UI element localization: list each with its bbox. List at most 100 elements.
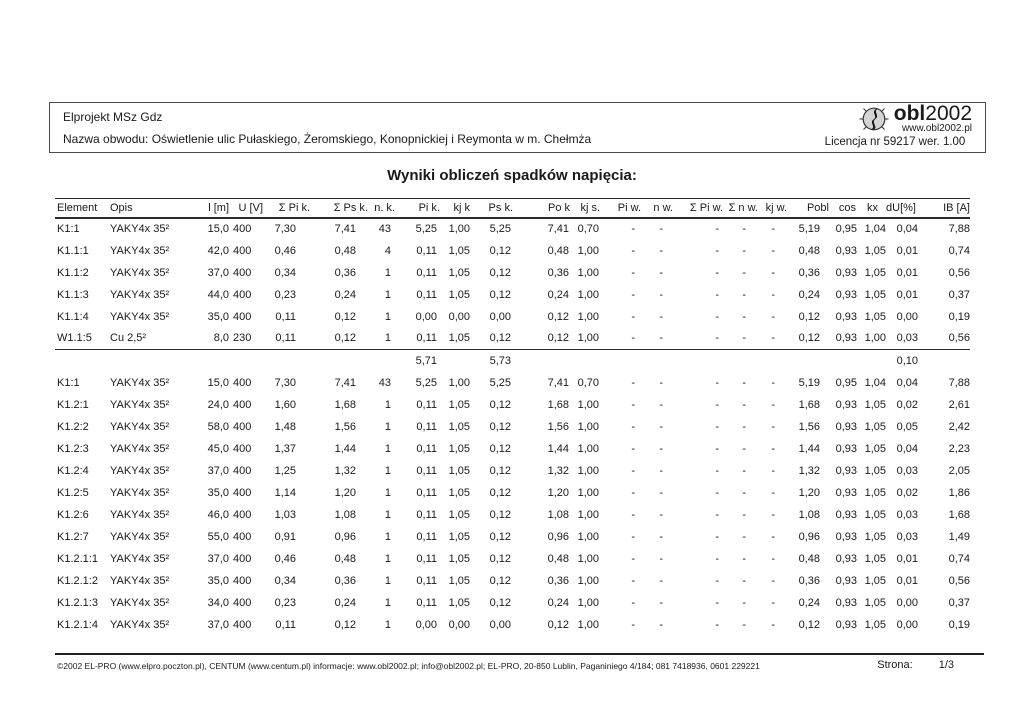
cell-n-k: 1 [384,508,391,521]
cell-pi-w: - [631,442,635,455]
cell-pi-w: - [631,266,635,279]
cell-sum-pi-w: - [715,486,719,499]
cell-opis: Cu 2,5² [110,332,147,345]
cell-sum-pi-w: - [715,288,719,301]
col-header-ps-k: Ps k. [471,198,513,219]
col-header-sum-ps-k: Σ Ps k. [312,198,369,219]
cell-po-k: 7,41 [547,376,569,389]
subtotal-du-percent: 0,10 [886,349,918,372]
cell-pi-w: - [631,376,635,389]
cell-l-m: 44,0 [207,288,229,301]
table-row: K1:1 YAKY4x 35² 15,0 400 7,30 7,41 43 5,25 1,00 5… [55,372,970,394]
cell-kj-w: - [771,244,775,257]
cell-sum-pi-k: 1,60 [274,398,296,411]
cell-pi-w: - [631,486,635,499]
subtotal-ps-k: 5,73 [471,349,513,372]
cell-sum-pi-w: - [715,332,719,345]
cell-po-k: 0,48 [547,552,569,565]
cell-pobl: 1,20 [798,486,820,499]
cell-kj-s: 1,00 [577,508,599,521]
cell-kj-s: 1,00 [577,288,599,301]
report-header-box: Elprojekt MSz Gdz Nazwa obwodu: Oświetle… [49,102,986,153]
cell-pobl: 0,96 [798,530,820,543]
cell-n-k: 1 [384,486,391,499]
cell-sum-ps-k: 0,12 [334,310,356,323]
cell-l-m: 35,0 [207,310,229,323]
obl2002-logo-block: obl2002 www.obl2002.pl Licencja nr 59217… [810,103,980,148]
col-header-sum-n-w: Σ n w. [723,198,758,219]
cell-ib-a: 0,56 [948,574,970,587]
col-header-opis: Opis [107,198,199,219]
cell-du-percent: 0,03 [896,464,918,477]
cell-sum-pi-k: 1,25 [274,464,296,477]
cell-element: K1.2.1:2 [57,574,98,587]
cell-ps-k: 0,12 [489,464,511,477]
cell-pobl: 0,48 [798,552,820,565]
cell-kj-w: - [771,398,775,411]
cell-pi-k: 0,00 [415,618,437,631]
license-text: Licencja nr 59217 wer. 1.00 [824,136,966,148]
cell-n-k: 1 [384,266,391,279]
cell-du-percent: 0,01 [896,244,918,257]
cell-ib-a: 1,68 [948,508,970,521]
cell-sum-ps-k: 0,36 [334,574,356,587]
cell-l-m: 37,0 [207,618,229,631]
table-body: K1:1 YAKY4x 35² 15,0 400 7,30 7,41 43 5,25 1,00 5… [55,218,970,636]
table-row: K1.2.1:2 YAKY4x 35² 35,0 400 0,34 0,36 1 0,11 1,… [55,570,970,592]
cell-sum-pi-k: 0,11 [275,618,296,631]
cell-pi-k: 5,25 [415,376,437,389]
cell-l-m: 15,0 [207,376,229,389]
cell-kx: 1,05 [864,486,886,499]
cell-kj-w: - [771,266,775,279]
cell-sum-pi-k: 0,23 [274,288,296,301]
cell-cos: 0,95 [835,376,857,389]
cell-sum-pi-w: - [715,574,719,587]
cell-du-percent: 0,01 [896,574,918,587]
table-row: K1.1:2 YAKY4x 35² 37,0 400 0,34 0,36 1 0,11 1,05… [55,262,970,284]
cell-l-m: 37,0 [207,464,229,477]
subtotal-empty [571,349,602,372]
cell-kj-s: 1,00 [577,442,599,455]
cell-opis: YAKY4x 35² [110,266,170,279]
cell-ib-a: 2,61 [948,398,970,411]
cell-l-m: 15,0 [207,223,229,235]
cell-du-percent: 0,04 [896,442,918,455]
cell-sum-pi-k: 7,30 [274,223,296,235]
cell-sum-n-w: - [742,464,746,477]
cell-pi-k: 0,11 [416,420,437,433]
cell-kj-s: 1,00 [577,574,599,587]
cell-element: K1:1 [57,223,80,235]
cell-du-percent: 0,04 [896,376,918,389]
cell-n-k: 4 [384,244,391,257]
cell-cos: 0,93 [835,398,857,411]
cell-u-v: 400 [233,618,252,631]
subtotal-empty [233,349,265,372]
cell-sum-ps-k: 0,36 [334,266,356,279]
subtotal-empty [440,349,471,372]
cell-u-v: 400 [233,574,252,587]
cell-sum-ps-k: 0,24 [334,288,356,301]
cell-po-k: 1,56 [547,420,569,433]
results-table: Element Opis l [m] U [V] Σ Pi k. Σ Ps k. n. k.… [55,198,970,636]
cell-ib-a: 0,19 [948,310,970,323]
cell-kj-w: - [771,420,775,433]
cell-kx: 1,05 [864,420,886,433]
cell-pi-w: - [631,574,635,587]
cell-element: K1.1:2 [57,266,89,279]
subtotal-empty [369,349,397,372]
subtotal-empty [602,349,641,372]
cell-cos: 0,93 [835,288,857,301]
cell-u-v: 400 [233,508,252,521]
cell-u-v: 400 [233,420,252,433]
cell-n-k: 43 [378,376,391,389]
cell-sum-pi-w: - [715,266,719,279]
table-row: K1.1:3 YAKY4x 35² 44,0 400 0,23 0,24 1 0,11 1,05… [55,284,970,306]
cell-kj-w: - [771,486,775,499]
cell-n-k: 1 [384,552,391,565]
cell-n-w: - [659,223,663,235]
cell-du-percent: 0,01 [896,266,918,279]
cell-kj-k: 0,00 [448,310,470,323]
project-name: Elprojekt MSz Gdz [63,110,163,124]
cell-sum-pi-k: 1,48 [274,420,296,433]
col-header-ib-a: IB [A] [918,198,970,219]
